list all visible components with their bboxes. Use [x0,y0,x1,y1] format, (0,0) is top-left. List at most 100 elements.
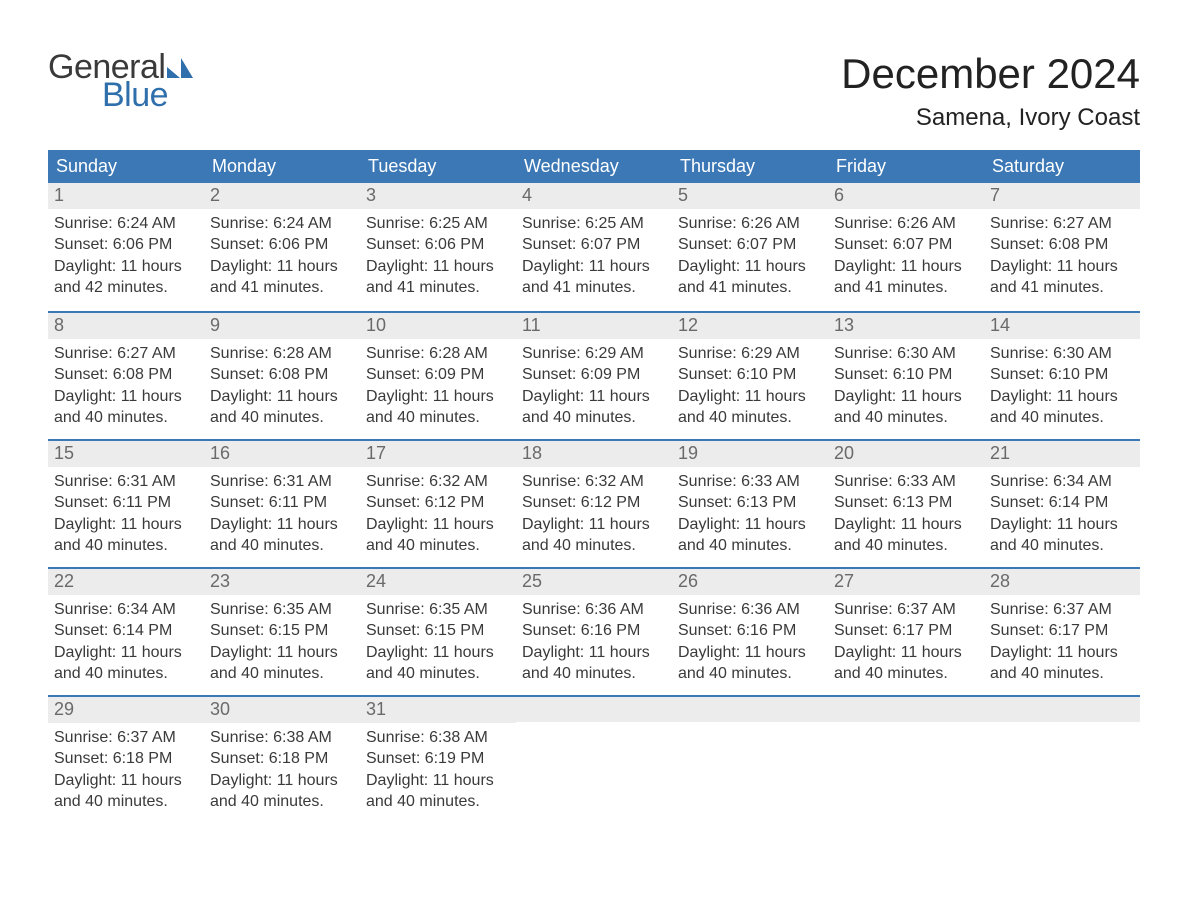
day-of-week-header: Sunday Monday Tuesday Wednesday Thursday… [48,150,1140,183]
daylight-line1: Daylight: 11 hours [834,386,978,408]
day-number: 19 [672,441,828,467]
day-cell: 2Sunrise: 6:24 AMSunset: 6:06 PMDaylight… [204,183,360,311]
daylight-line2: and 40 minutes. [54,791,198,813]
daylight-line1: Daylight: 11 hours [54,770,198,792]
daylight-line1: Daylight: 11 hours [522,386,666,408]
day-details: Sunrise: 6:27 AMSunset: 6:08 PMDaylight:… [984,209,1140,303]
daylight-line2: and 40 minutes. [210,407,354,429]
day-cell: 14Sunrise: 6:30 AMSunset: 6:10 PMDayligh… [984,313,1140,439]
day-number: 16 [204,441,360,467]
day-details: Sunrise: 6:37 AMSunset: 6:18 PMDaylight:… [48,723,204,817]
header-row: General Blue December 2024 Samena, Ivory… [48,50,1140,132]
daylight-line2: and 41 minutes. [990,277,1134,299]
sunrise-text: Sunrise: 6:28 AM [210,343,354,365]
daylight-line1: Daylight: 11 hours [366,770,510,792]
flag-icon [167,58,193,78]
daylight-line1: Daylight: 11 hours [990,514,1134,536]
dow-sunday: Sunday [48,150,204,183]
sunrise-text: Sunrise: 6:37 AM [54,727,198,749]
day-cell: 8Sunrise: 6:27 AMSunset: 6:08 PMDaylight… [48,313,204,439]
dow-saturday: Saturday [984,150,1140,183]
sunrise-text: Sunrise: 6:30 AM [834,343,978,365]
sunset-text: Sunset: 6:11 PM [210,492,354,514]
daylight-line2: and 40 minutes. [834,407,978,429]
sunset-text: Sunset: 6:13 PM [834,492,978,514]
day-number: 17 [360,441,516,467]
daylight-line1: Daylight: 11 hours [210,642,354,664]
daylight-line2: and 40 minutes. [366,663,510,685]
dow-tuesday: Tuesday [360,150,516,183]
daylight-line1: Daylight: 11 hours [366,386,510,408]
daylight-line1: Daylight: 11 hours [210,386,354,408]
daylight-line1: Daylight: 11 hours [834,514,978,536]
day-number: 11 [516,313,672,339]
day-cell: 29Sunrise: 6:37 AMSunset: 6:18 PMDayligh… [48,697,204,823]
day-cell: 28Sunrise: 6:37 AMSunset: 6:17 PMDayligh… [984,569,1140,695]
day-number: 22 [48,569,204,595]
day-number: 20 [828,441,984,467]
day-details: Sunrise: 6:38 AMSunset: 6:19 PMDaylight:… [360,723,516,817]
day-details: Sunrise: 6:27 AMSunset: 6:08 PMDaylight:… [48,339,204,433]
day-cell: 13Sunrise: 6:30 AMSunset: 6:10 PMDayligh… [828,313,984,439]
sunset-text: Sunset: 6:06 PM [54,234,198,256]
daylight-line2: and 41 minutes. [366,277,510,299]
daylight-line2: and 40 minutes. [990,407,1134,429]
brand-logo: General Blue [48,50,193,112]
day-cell: 9Sunrise: 6:28 AMSunset: 6:08 PMDaylight… [204,313,360,439]
day-details: Sunrise: 6:30 AMSunset: 6:10 PMDaylight:… [828,339,984,433]
sunset-text: Sunset: 6:09 PM [522,364,666,386]
daylight-line2: and 40 minutes. [366,791,510,813]
sunrise-text: Sunrise: 6:26 AM [678,213,822,235]
sunset-text: Sunset: 6:08 PM [990,234,1134,256]
day-details: Sunrise: 6:35 AMSunset: 6:15 PMDaylight:… [204,595,360,689]
day-number: 2 [204,183,360,209]
sunrise-text: Sunrise: 6:27 AM [990,213,1134,235]
sunrise-text: Sunrise: 6:38 AM [210,727,354,749]
day-number: 14 [984,313,1140,339]
daylight-line2: and 40 minutes. [366,535,510,557]
day-number: 25 [516,569,672,595]
sunrise-text: Sunrise: 6:35 AM [210,599,354,621]
day-details: Sunrise: 6:28 AMSunset: 6:09 PMDaylight:… [360,339,516,433]
day-details: Sunrise: 6:37 AMSunset: 6:17 PMDaylight:… [984,595,1140,689]
day-details: Sunrise: 6:31 AMSunset: 6:11 PMDaylight:… [48,467,204,561]
sunset-text: Sunset: 6:17 PM [834,620,978,642]
day-number: 23 [204,569,360,595]
sunrise-text: Sunrise: 6:31 AM [54,471,198,493]
sunrise-text: Sunrise: 6:36 AM [678,599,822,621]
sunrise-text: Sunrise: 6:32 AM [366,471,510,493]
daylight-line2: and 40 minutes. [210,535,354,557]
day-number: 6 [828,183,984,209]
day-cell [828,697,984,823]
dow-wednesday: Wednesday [516,150,672,183]
dow-monday: Monday [204,150,360,183]
day-cell [516,697,672,823]
week-row: 22Sunrise: 6:34 AMSunset: 6:14 PMDayligh… [48,567,1140,695]
day-details: Sunrise: 6:31 AMSunset: 6:11 PMDaylight:… [204,467,360,561]
daylight-line1: Daylight: 11 hours [834,642,978,664]
daylight-line1: Daylight: 11 hours [678,386,822,408]
sunset-text: Sunset: 6:11 PM [54,492,198,514]
day-details: Sunrise: 6:36 AMSunset: 6:16 PMDaylight:… [516,595,672,689]
day-number: 12 [672,313,828,339]
day-cell: 3Sunrise: 6:25 AMSunset: 6:06 PMDaylight… [360,183,516,311]
sunset-text: Sunset: 6:13 PM [678,492,822,514]
day-number: 29 [48,697,204,723]
dow-thursday: Thursday [672,150,828,183]
day-number: 27 [828,569,984,595]
daylight-line1: Daylight: 11 hours [678,514,822,536]
sunset-text: Sunset: 6:07 PM [834,234,978,256]
sunrise-text: Sunrise: 6:30 AM [990,343,1134,365]
daylight-line2: and 40 minutes. [210,663,354,685]
title-block: December 2024 Samena, Ivory Coast [841,50,1140,132]
day-cell: 12Sunrise: 6:29 AMSunset: 6:10 PMDayligh… [672,313,828,439]
sunrise-text: Sunrise: 6:32 AM [522,471,666,493]
brand-word-blue: Blue [102,78,193,112]
daylight-line1: Daylight: 11 hours [366,642,510,664]
sunrise-text: Sunrise: 6:25 AM [366,213,510,235]
sunset-text: Sunset: 6:10 PM [990,364,1134,386]
month-title: December 2024 [841,50,1140,98]
sunset-text: Sunset: 6:15 PM [210,620,354,642]
day-details: Sunrise: 6:36 AMSunset: 6:16 PMDaylight:… [672,595,828,689]
sunrise-text: Sunrise: 6:38 AM [366,727,510,749]
